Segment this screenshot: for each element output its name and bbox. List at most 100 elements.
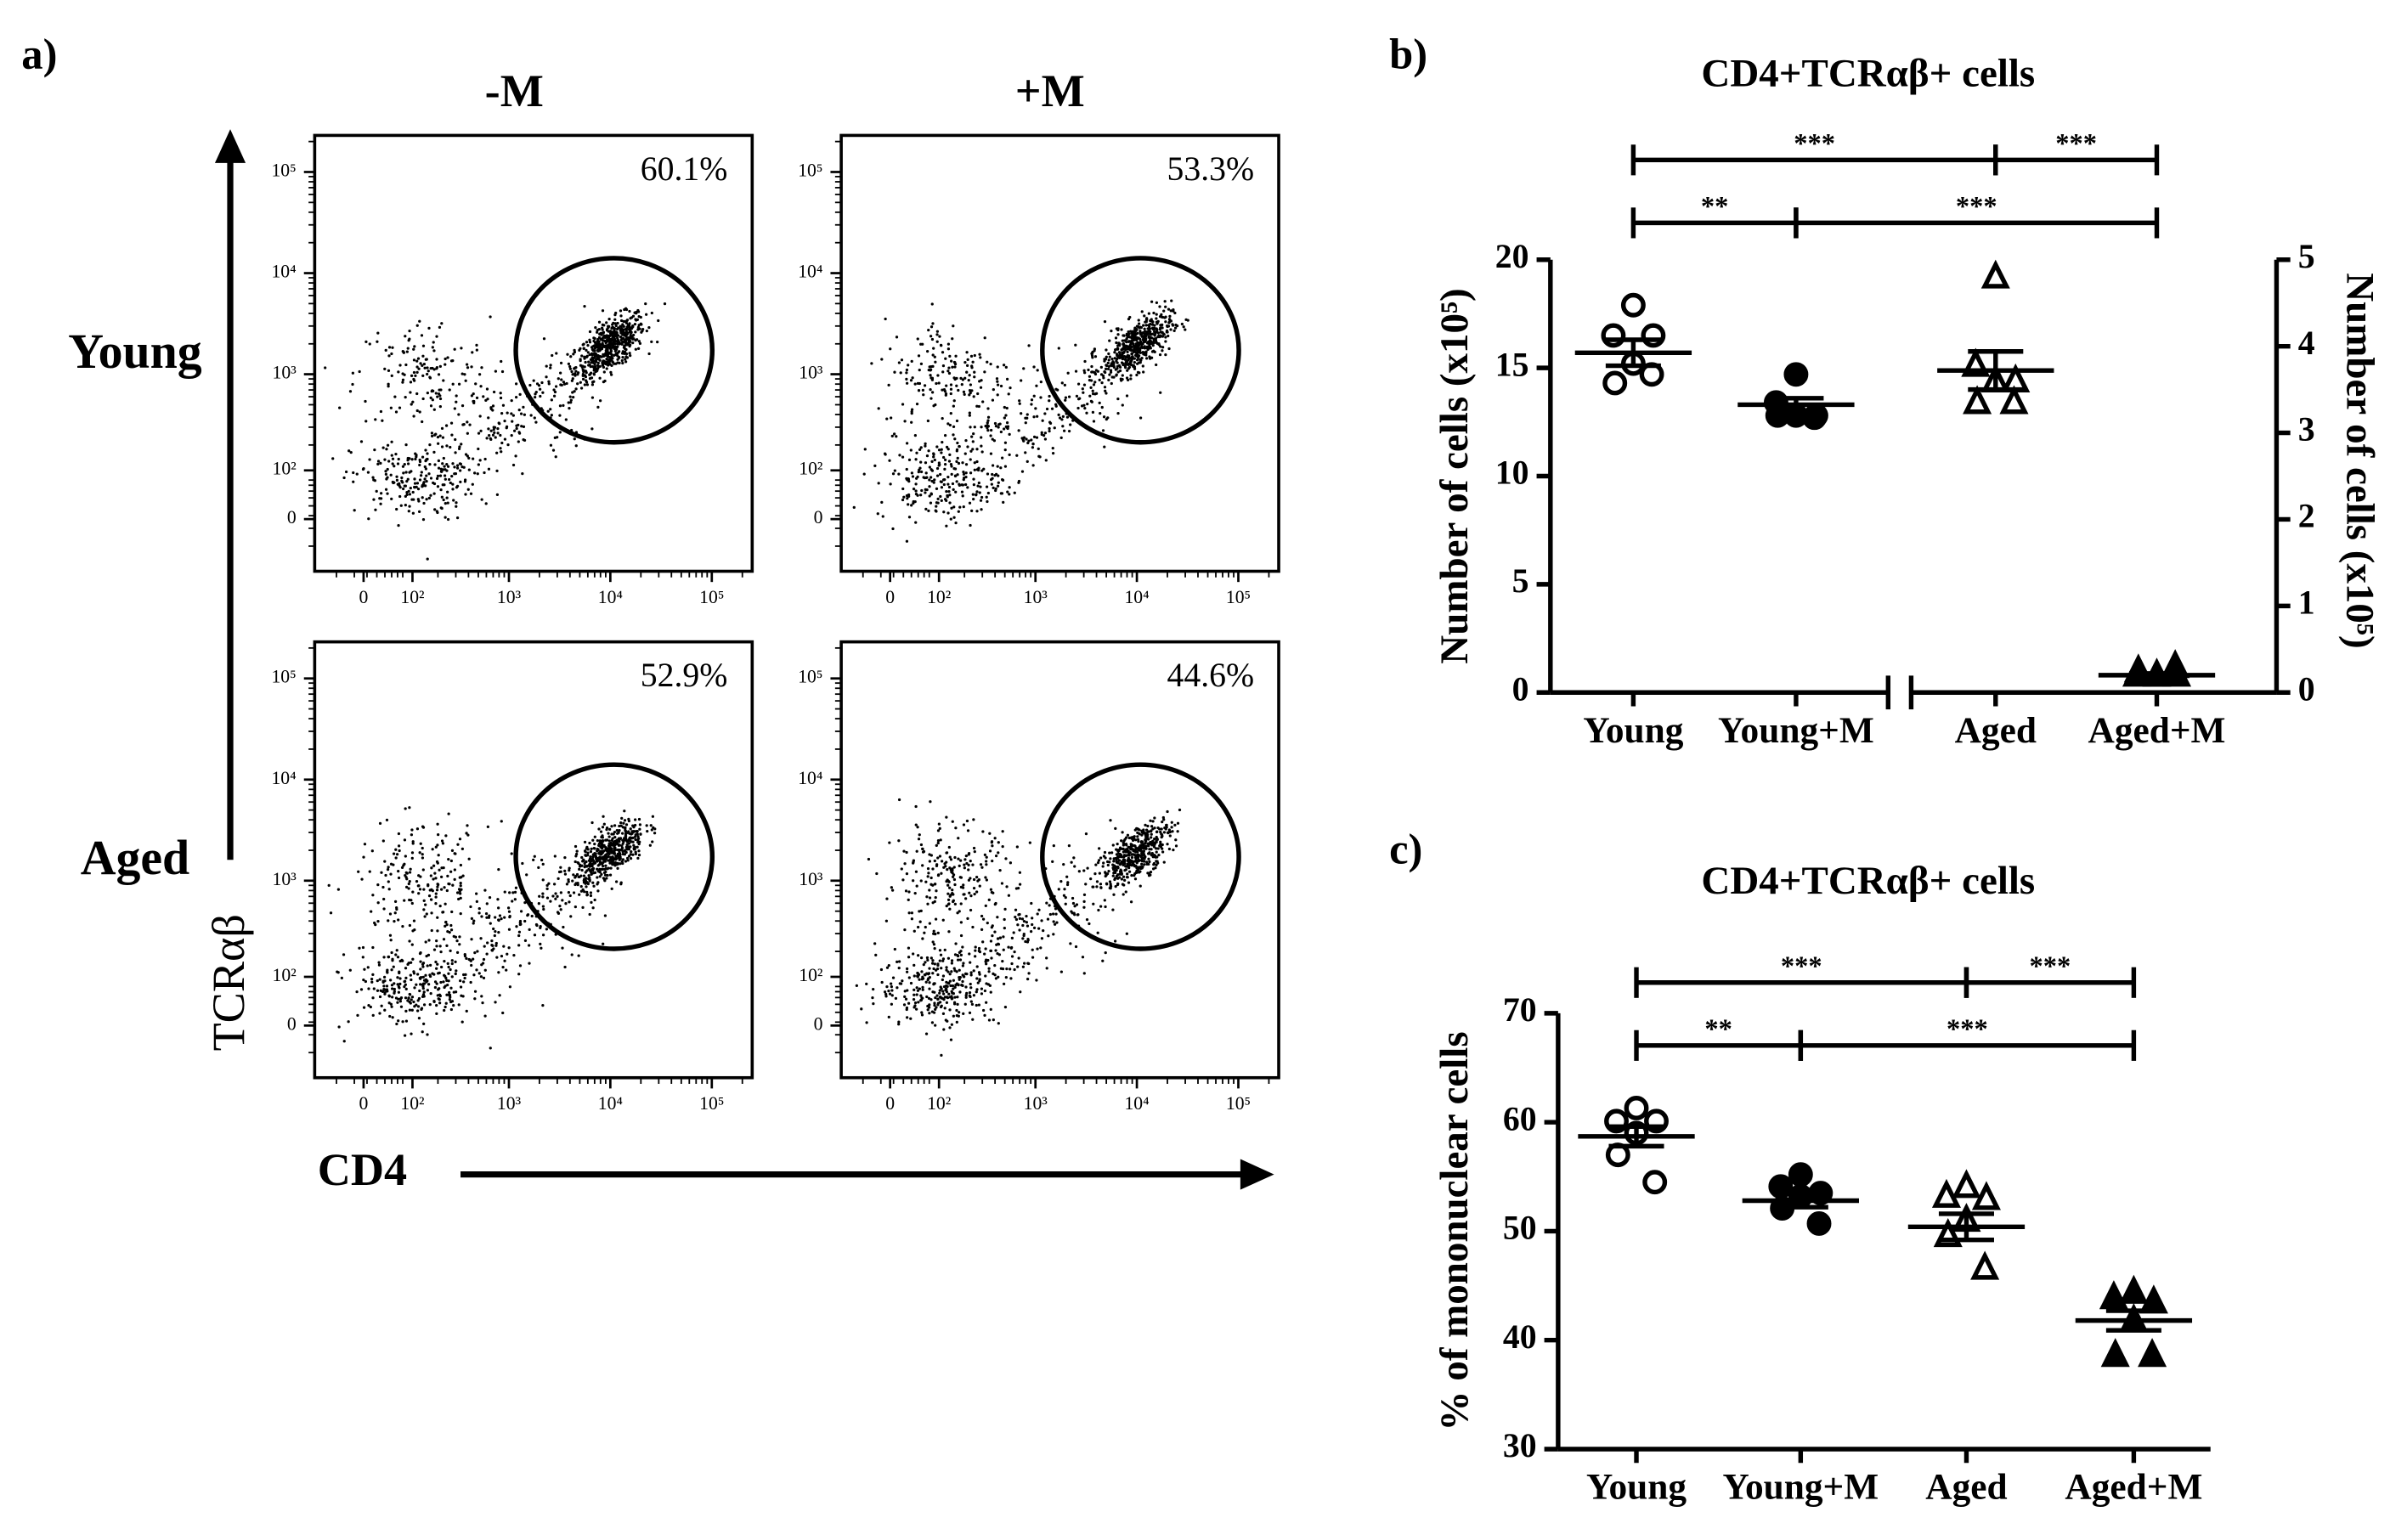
event-dot: [891, 472, 896, 476]
event-dot: [391, 1016, 394, 1019]
event-dot: [449, 986, 453, 990]
event-dot: [590, 863, 593, 866]
event-dot: [419, 842, 422, 845]
event-dot: [499, 396, 503, 400]
event-dot: [430, 866, 433, 870]
event-dot: [459, 863, 463, 867]
event-dot: [386, 443, 390, 447]
event-dot: [596, 838, 599, 843]
x-tick-label: 10³: [497, 587, 522, 607]
event-dot: [517, 440, 520, 443]
event-dot: [550, 398, 553, 402]
event-dot: [472, 401, 476, 404]
event-dot: [422, 1022, 426, 1025]
event-dot: [598, 349, 602, 353]
event-dot: [624, 350, 627, 353]
event-dot: [336, 888, 341, 891]
event-dot: [964, 985, 968, 989]
event-dot: [418, 888, 422, 891]
event-dot: [1159, 845, 1163, 849]
event-dot: [598, 399, 602, 403]
event-dot: [910, 917, 914, 921]
event-dot: [639, 832, 642, 836]
event-dot: [438, 971, 441, 974]
event-dot: [946, 448, 950, 451]
event-dot: [434, 892, 438, 895]
event-dot: [913, 929, 916, 933]
event-dot: [997, 481, 1000, 484]
event-dot: [934, 403, 937, 407]
event-dot: [407, 489, 410, 494]
event-dot: [436, 843, 439, 847]
event-dot: [389, 473, 393, 477]
chart-title: CD4+TCRαβ+ cells: [1701, 52, 2035, 96]
event-dot: [942, 511, 946, 514]
event-dot: [367, 987, 370, 990]
event-dot: [1105, 883, 1109, 886]
event-dot: [491, 404, 495, 408]
event-dot: [613, 322, 617, 325]
event-dot: [958, 864, 961, 868]
event-dot: [375, 489, 378, 494]
event-dot: [964, 482, 968, 487]
event-dot: [596, 361, 600, 364]
event-dot: [1147, 857, 1150, 860]
event-dot: [1031, 464, 1035, 467]
event-dot: [636, 838, 640, 842]
event-dot: [562, 403, 565, 408]
event-dot: [915, 986, 918, 990]
event-dot: [392, 863, 395, 866]
event-dot: [442, 379, 445, 382]
event-dot: [610, 339, 613, 342]
event-dot: [428, 443, 432, 447]
event-dot: [1164, 305, 1167, 308]
event-dot: [928, 860, 931, 863]
event-dot: [613, 362, 616, 365]
event-dot: [945, 860, 948, 864]
event-dot: [953, 437, 957, 441]
event-dot: [1128, 861, 1132, 865]
event-dot: [569, 915, 573, 918]
event-dot: [581, 364, 585, 368]
event-dot: [627, 855, 631, 858]
event-dot: [619, 857, 622, 860]
event-dot: [590, 396, 595, 399]
event-dot: [1184, 318, 1188, 322]
event-dot: [1117, 351, 1122, 354]
event-dot: [590, 871, 593, 874]
event-dot: [1125, 865, 1128, 868]
event-dot: [929, 854, 933, 857]
event-dot: [368, 870, 371, 873]
event-dot: [390, 374, 393, 377]
event-dot: [603, 873, 607, 877]
event-dot: [930, 962, 935, 965]
event-dot: [616, 334, 620, 337]
event-dot: [1125, 332, 1128, 336]
event-dot: [1051, 860, 1054, 863]
event-dot: [574, 387, 578, 391]
event-dot: [940, 987, 943, 990]
event-dot: [566, 353, 569, 356]
event-dot: [969, 391, 972, 395]
event-dot: [946, 970, 950, 973]
event-dot: [907, 364, 910, 367]
event-dot: [418, 319, 421, 323]
event-dot: [925, 995, 929, 999]
event-dot: [913, 974, 916, 978]
event-dot: [919, 470, 924, 474]
event-dot: [393, 900, 398, 903]
event-dot: [594, 852, 597, 855]
event-dot: [978, 979, 981, 983]
event-dot: [386, 492, 389, 495]
event-dot: [961, 378, 965, 381]
event-dot: [657, 319, 660, 323]
event-dot: [577, 875, 580, 879]
event-dot: [579, 889, 584, 893]
event-dot: [390, 454, 393, 457]
event-dot: [996, 465, 999, 468]
event-dot: [1001, 845, 1004, 849]
event-dot: [403, 484, 406, 488]
event-dot: [429, 477, 433, 480]
event-dot: [950, 506, 953, 510]
event-dot: [598, 875, 602, 878]
